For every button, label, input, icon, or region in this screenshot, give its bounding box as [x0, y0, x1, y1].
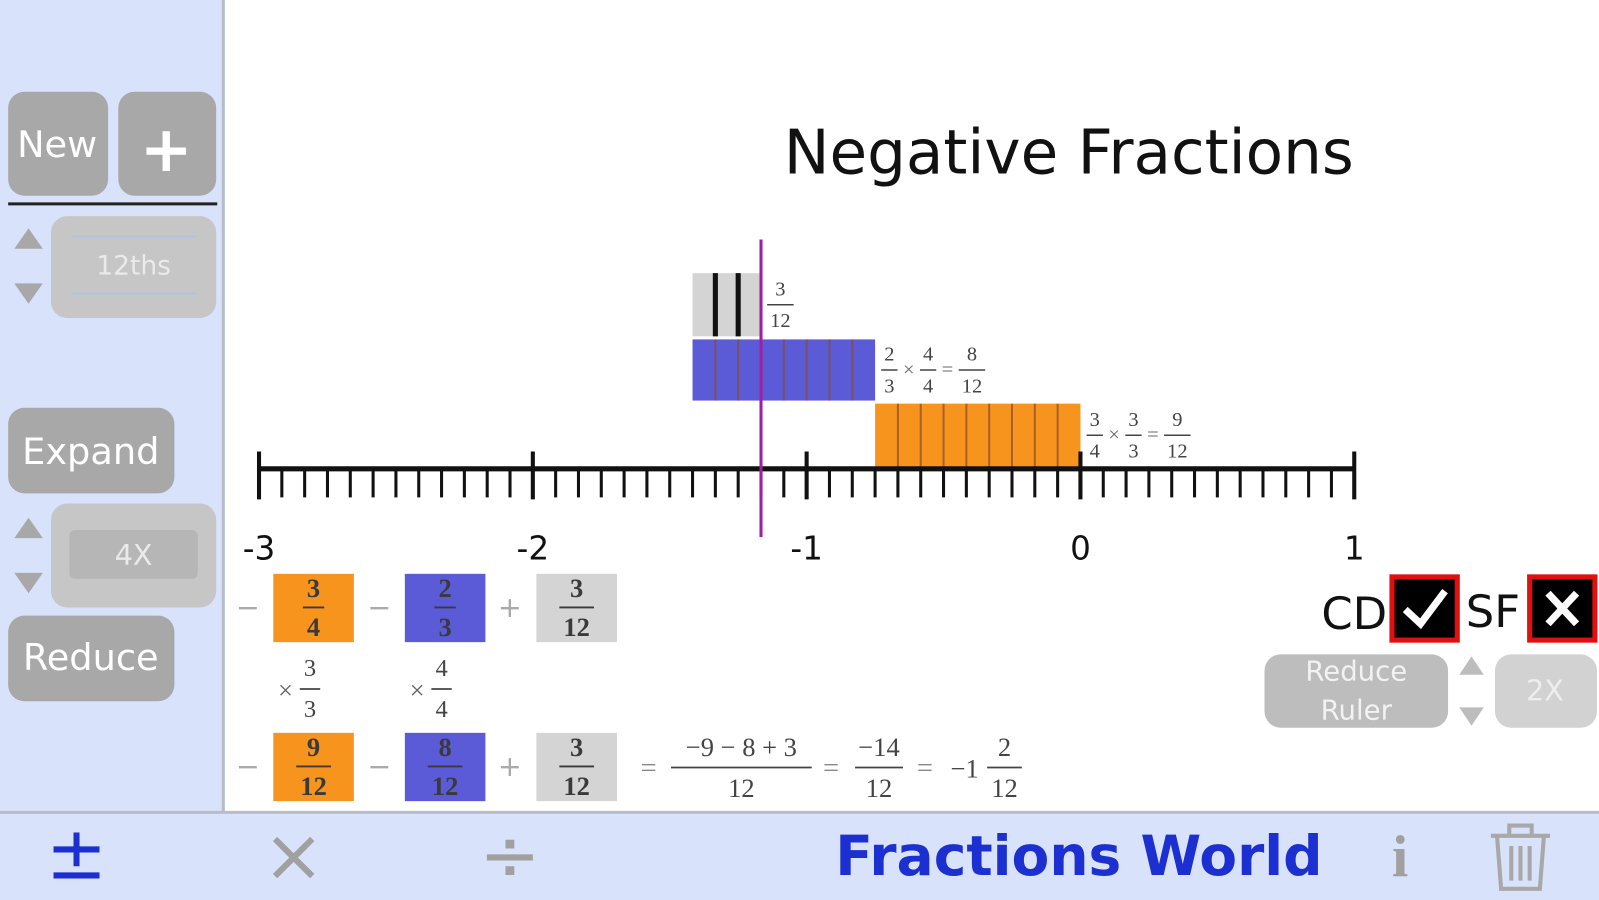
fraction-num: −9 − 8 + 3 — [686, 732, 797, 762]
checkbox[interactable] — [1389, 574, 1460, 643]
reduce-ruler-label: Ruler — [1321, 694, 1393, 726]
fraction-den: 12 — [300, 771, 327, 801]
fraction-den: 3 — [439, 612, 452, 642]
bar-label-den: 12 — [962, 375, 982, 397]
bar-label-den: 3 — [884, 375, 894, 397]
term-sign: − — [236, 750, 260, 783]
add-button[interactable] — [118, 91, 217, 196]
app-name: Fractions World — [835, 824, 1322, 888]
fraction-den: 12 — [991, 773, 1018, 803]
fraction-num: 2 — [439, 573, 452, 603]
multiplier-op: × — [278, 675, 293, 705]
fraction-den: 12 — [728, 773, 755, 803]
fraction-bar — [875, 403, 1081, 467]
result-op: = — [917, 753, 933, 784]
add-subtract-tab[interactable]: ± — [46, 812, 108, 897]
tick-label: 1 — [1344, 529, 1365, 567]
bar-label-num: 3 — [1128, 409, 1138, 431]
fraction-num: 3 — [307, 573, 320, 603]
reduce-label: Reduce — [23, 636, 159, 679]
expand-button[interactable] — [8, 407, 175, 494]
expand-inner — [69, 530, 198, 579]
bar-label-op: = — [1147, 424, 1159, 446]
new-label: New — [17, 123, 97, 166]
fraction-den: 12 — [563, 771, 590, 801]
bar-label-den: 12 — [770, 310, 790, 332]
bar-label-op: × — [903, 359, 915, 381]
add-label: + — [140, 112, 193, 186]
fraction-num: 3 — [570, 573, 583, 603]
denominator-down[interactable] — [14, 283, 43, 304]
fraction-den: 4 — [307, 612, 320, 642]
ruler-factor: 2X — [1526, 675, 1564, 708]
bar-label-num: 4 — [923, 344, 933, 366]
multiplier-op: × — [410, 675, 425, 705]
fraction-num: 9 — [307, 732, 320, 762]
fraction-den: 12 — [432, 771, 459, 801]
bar-label-num: 2 — [884, 344, 894, 366]
cross-mark — [1545, 590, 1580, 627]
result-whole: −1 — [951, 754, 979, 784]
fraction-num: 4 — [435, 655, 447, 682]
bar-label-den: 3 — [1128, 441, 1138, 463]
fraction-num: 8 — [439, 732, 452, 762]
bar-label-num: 9 — [1172, 409, 1182, 431]
fraction-num: −14 — [858, 732, 899, 762]
fraction-bar — [692, 273, 762, 337]
bar-label-den: 4 — [923, 375, 933, 397]
cd-label: CD — [1321, 587, 1387, 640]
multiply-tab[interactable]: × — [263, 814, 325, 899]
expand-factor: 4X — [115, 539, 153, 572]
term-sign: + — [498, 750, 522, 783]
reduce-ruler-label: Reduce — [1305, 656, 1407, 688]
fraction-num: 3 — [304, 655, 316, 682]
new-button[interactable] — [8, 91, 109, 196]
bar-label-num: 3 — [775, 278, 785, 300]
result-op: = — [823, 753, 839, 784]
ruler-up[interactable] — [1459, 656, 1484, 675]
page-title: Negative Fractions — [784, 117, 1354, 188]
term-sign: + — [498, 591, 522, 624]
fraction-num: 3 — [570, 732, 583, 762]
expand-up[interactable] — [14, 517, 43, 539]
bar-label-num: 3 — [1090, 409, 1100, 431]
toolbar — [0, 812, 1599, 900]
ruler-down[interactable] — [1459, 707, 1484, 726]
tick-label: -1 — [790, 529, 823, 567]
fraction-den: 12 — [866, 773, 893, 803]
denominator-label: 12ths — [96, 251, 171, 282]
term-sign: − — [367, 591, 391, 624]
tick-label: -3 — [243, 529, 276, 567]
tick-label: 0 — [1070, 529, 1091, 567]
fraction-den: 3 — [304, 696, 316, 723]
term-sign: − — [236, 591, 260, 624]
reduce-button[interactable] — [8, 615, 175, 702]
sf-label: SF — [1466, 585, 1520, 638]
denominator-up[interactable] — [14, 228, 43, 249]
fraction-num: 2 — [998, 732, 1011, 762]
bar-label-den: 4 — [1090, 441, 1100, 463]
divide-tab[interactable]: ÷ — [479, 814, 541, 899]
check-mark — [1402, 589, 1448, 630]
term-sign: − — [367, 750, 391, 783]
trash-button[interactable] — [1490, 823, 1551, 891]
bar-label-op: × — [1108, 424, 1120, 446]
expand-label: Expand — [22, 430, 159, 473]
expand-down[interactable] — [14, 572, 43, 594]
fraction-den: 12 — [563, 612, 590, 642]
reduce-ruler-button[interactable] — [1264, 654, 1449, 728]
tick-label: -2 — [517, 529, 550, 567]
ruler-factor-box — [1494, 654, 1597, 728]
bar-label-num: 8 — [967, 344, 977, 366]
info-button[interactable]: i — [1392, 823, 1408, 889]
fraction-den: 4 — [435, 696, 447, 723]
bar-label-den: 12 — [1167, 441, 1187, 463]
bar-label-op: = — [942, 359, 954, 381]
result-op: = — [641, 753, 657, 784]
